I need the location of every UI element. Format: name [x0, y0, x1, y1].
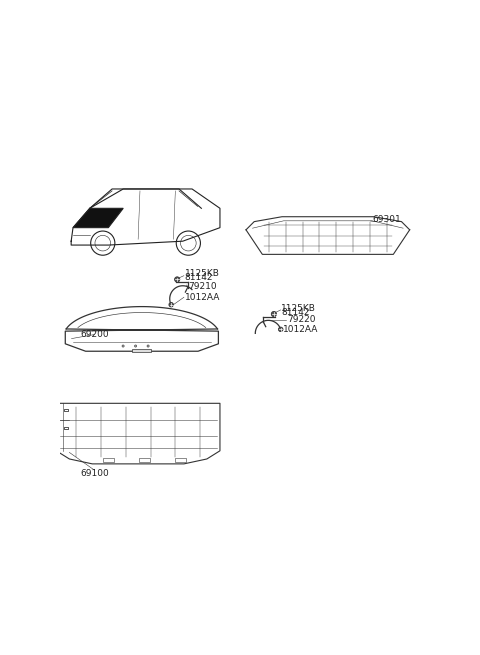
Text: 69200: 69200: [81, 330, 109, 339]
Text: 69301: 69301: [372, 215, 401, 223]
Bar: [103, 458, 114, 462]
Text: 79210: 79210: [188, 282, 217, 291]
Text: 1125KB: 1125KB: [185, 269, 219, 278]
Polygon shape: [73, 208, 123, 228]
Bar: [64, 409, 68, 411]
Circle shape: [271, 311, 276, 316]
Bar: [64, 409, 68, 411]
Text: 1012AA: 1012AA: [185, 293, 220, 302]
Text: 1012AA: 1012AA: [283, 325, 319, 334]
Circle shape: [147, 345, 149, 347]
Bar: [132, 349, 151, 352]
Bar: [139, 458, 150, 462]
Circle shape: [278, 327, 283, 331]
Bar: [64, 426, 68, 429]
Bar: [175, 458, 186, 462]
Text: 79220: 79220: [287, 315, 315, 324]
Text: 69100: 69100: [81, 470, 109, 479]
Circle shape: [134, 345, 137, 347]
Text: 81142: 81142: [185, 273, 213, 282]
Text: 1125KB: 1125KB: [281, 303, 316, 312]
Circle shape: [169, 303, 173, 307]
Text: 81142: 81142: [281, 308, 310, 316]
Circle shape: [122, 345, 124, 347]
Circle shape: [175, 277, 180, 282]
Bar: [64, 426, 68, 429]
